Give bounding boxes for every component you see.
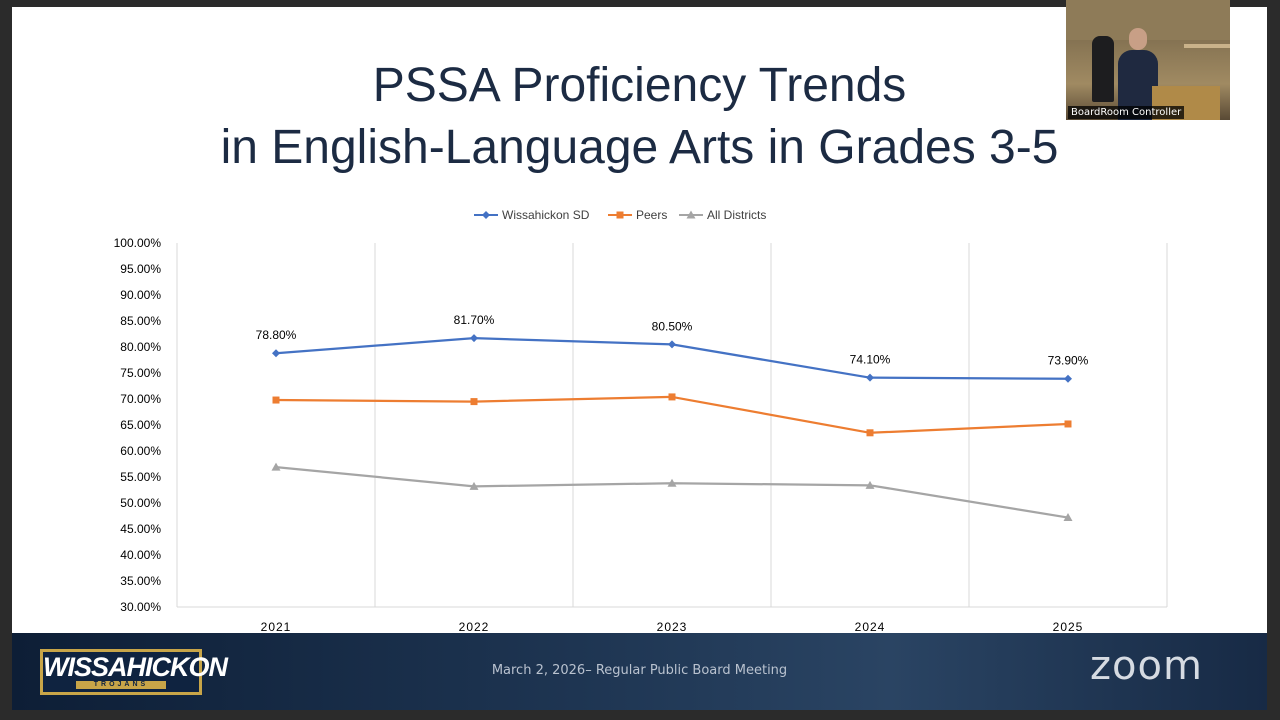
y-tick-label: 30.00%: [120, 600, 161, 614]
data-label-wissahickon-sd: 73.90%: [1048, 354, 1089, 368]
data-label-wissahickon-sd: 74.10%: [850, 353, 891, 367]
x-tick-label: 2023: [657, 620, 688, 633]
data-point-peers: [470, 398, 478, 406]
legend-label-peers: Peers: [636, 208, 667, 222]
data-point-peers: [272, 396, 280, 404]
legend-marker-wissahickon-sd: [482, 211, 490, 219]
y-tick-label: 60.00%: [120, 444, 161, 458]
y-tick-label: 40.00%: [120, 548, 161, 562]
logo-subtext: TROJANS: [76, 681, 166, 689]
data-labels: 78.80% 81.70% 80.50% 74.10% 73.90%: [256, 313, 1089, 368]
data-label-wissahickon-sd: 80.50%: [652, 319, 693, 333]
x-axis: 2021 2022 2023 2024 2025: [261, 620, 1084, 633]
video-shelf: [1184, 44, 1230, 48]
data-point-peers: [1064, 420, 1072, 428]
x-tick-label: 2021: [261, 620, 292, 633]
legend-label-wissahickon-sd: Wissahickon SD: [502, 208, 590, 222]
y-tick-label: 75.00%: [120, 366, 161, 380]
y-tick-label: 55.00%: [120, 470, 161, 484]
y-tick-label: 65.00%: [120, 418, 161, 432]
data-point-peers: [668, 393, 676, 401]
y-tick-label: 70.00%: [120, 392, 161, 406]
data-point-wissahickon-sd: [668, 340, 676, 349]
data-point-wissahickon-sd: [272, 349, 280, 358]
data-point-all-districts: [865, 480, 875, 489]
data-label-wissahickon-sd: 81.70%: [454, 313, 495, 327]
meeting-caption: March 2, 2026– Regular Public Board Meet…: [491, 663, 788, 678]
slide-title: PSSA Proficiency Trends in English-Langu…: [12, 55, 1267, 179]
y-tick-label: 35.00%: [120, 574, 161, 588]
data-label-wissahickon-sd: 78.80%: [256, 328, 297, 342]
y-tick-label: 45.00%: [120, 522, 161, 536]
data-point-peers: [866, 429, 874, 437]
y-tick-label: 90.00%: [120, 288, 161, 302]
slide-title-line-1: PSSA Proficiency Trends: [372, 59, 907, 112]
x-tick-label: 2022: [459, 620, 490, 633]
chart-series: [271, 334, 1073, 522]
wissahickon-logo: WISSAHICKON TROJANS: [40, 649, 228, 695]
x-tick-label: 2024: [855, 620, 886, 633]
y-axis: 100.00% 95.00% 90.00% 85.00% 80.00% 75.00% 70.…: [114, 236, 162, 614]
data-point-wissahickon-sd: [866, 373, 874, 382]
slide-footer: WISSAHICKON TROJANS March 2, 2026– Regul…: [12, 633, 1267, 710]
data-point-all-districts: [271, 462, 281, 471]
logo-text: WISSAHICKON: [43, 652, 228, 682]
legend-label-all-districts: All Districts: [707, 208, 766, 222]
y-tick-label: 95.00%: [120, 262, 161, 276]
window-edge: [1267, 0, 1280, 720]
zoom-logo: zoom: [1090, 643, 1203, 689]
series-line-all-districts: [275, 466, 1069, 519]
chart-legend: Wissahickon SD Peers All Districts: [474, 208, 766, 222]
y-tick-label: 85.00%: [120, 314, 161, 328]
line-chart: Wissahickon SD Peers All Districts 100.00%…: [114, 208, 1168, 633]
legend-marker-all-districts: [686, 210, 696, 219]
participant-video-thumbnail[interactable]: BoardRoom Controller: [1066, 0, 1230, 120]
chart-grid: [176, 243, 1168, 608]
data-point-wissahickon-sd: [470, 334, 478, 343]
data-point-all-districts: [667, 478, 677, 487]
y-tick-label: 80.00%: [120, 340, 161, 354]
data-point-all-districts: [469, 481, 479, 490]
x-tick-label: 2025: [1053, 620, 1084, 633]
data-point-all-districts: [1063, 513, 1073, 522]
presentation-slide: PSSA Proficiency Trends in English-Langu…: [12, 7, 1267, 710]
data-point-wissahickon-sd: [1064, 374, 1072, 383]
speaker-head: [1129, 28, 1147, 50]
video-background-wall: [1066, 0, 1230, 40]
participant-name-label: BoardRoom Controller: [1068, 106, 1185, 119]
slide-title-line-2: in English-Language Arts in Grades 3-5: [220, 121, 1059, 174]
legend-marker-peers: [616, 211, 624, 219]
y-tick-label: 100.00%: [114, 236, 162, 250]
series-line-peers: [275, 395, 1069, 434]
y-tick-label: 50.00%: [120, 496, 161, 510]
video-coat: [1092, 36, 1114, 102]
